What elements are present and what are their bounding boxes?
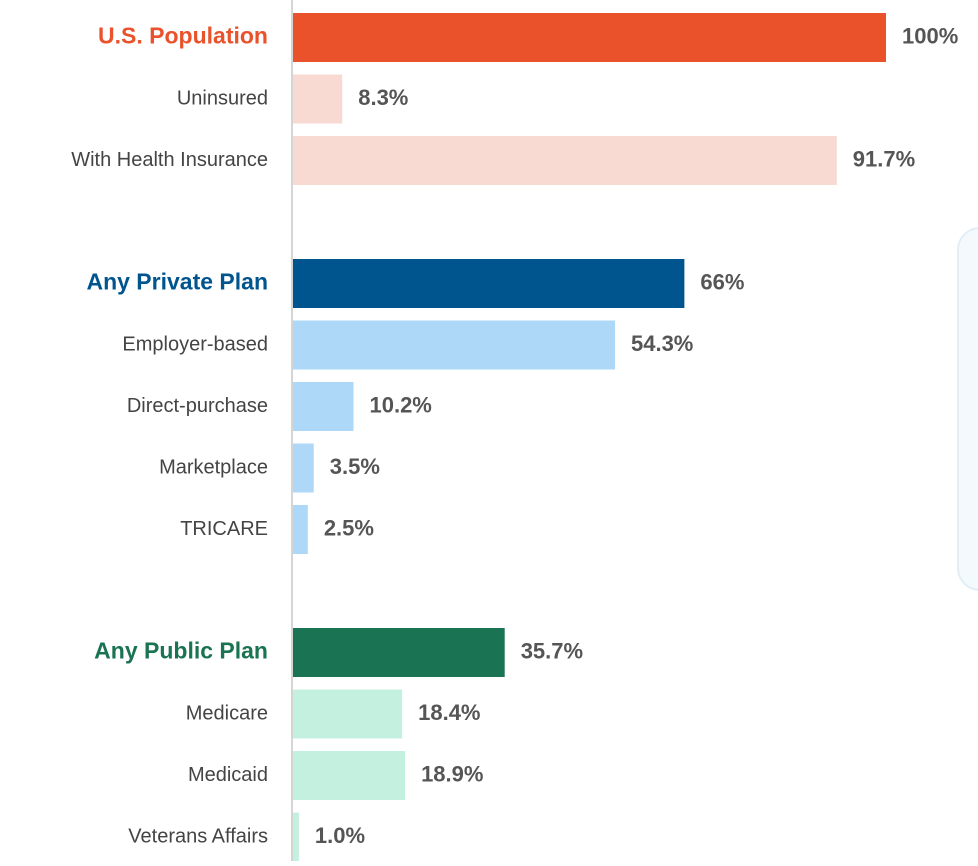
bar bbox=[293, 443, 314, 493]
category-label: Direct-purchase bbox=[127, 395, 268, 417]
category-label: Marketplace bbox=[159, 456, 268, 478]
category-label: Employer-based bbox=[122, 333, 268, 355]
value-label: 3.5% bbox=[330, 454, 380, 479]
value-label: 35.7% bbox=[521, 638, 583, 663]
value-label: 91.7% bbox=[853, 146, 915, 171]
bar bbox=[293, 751, 406, 800]
category-label: Medicaid bbox=[188, 764, 268, 786]
value-label: 100% bbox=[902, 23, 958, 48]
bar bbox=[293, 689, 403, 739]
category-label: U.S. Population bbox=[98, 23, 268, 49]
value-label: 18.4% bbox=[418, 700, 480, 725]
bar bbox=[293, 382, 354, 431]
value-label: 8.3% bbox=[358, 85, 408, 110]
bar bbox=[293, 74, 343, 124]
category-label: Any Public Plan bbox=[94, 638, 268, 664]
value-label: 66% bbox=[700, 269, 744, 294]
value-label: 1.0% bbox=[315, 823, 365, 848]
bar bbox=[293, 259, 685, 308]
bar bbox=[293, 628, 505, 677]
value-label: 10.2% bbox=[369, 392, 431, 417]
category-label: With Health Insurance bbox=[71, 149, 268, 171]
value-label: 54.3% bbox=[631, 331, 693, 356]
value-label: 18.9% bbox=[421, 761, 483, 786]
category-label: TRICARE bbox=[180, 518, 268, 540]
bar bbox=[293, 505, 308, 554]
bar bbox=[293, 320, 615, 370]
value-label: 2.5% bbox=[324, 515, 374, 540]
category-label: Uninsured bbox=[177, 87, 268, 109]
bar bbox=[293, 136, 837, 185]
category-label: Veterans Affairs bbox=[128, 825, 268, 847]
category-label: Medicare bbox=[186, 702, 268, 724]
side-panel bbox=[957, 227, 978, 591]
bar bbox=[293, 812, 299, 862]
bar bbox=[293, 13, 886, 62]
category-label: Any Private Plan bbox=[86, 269, 268, 295]
